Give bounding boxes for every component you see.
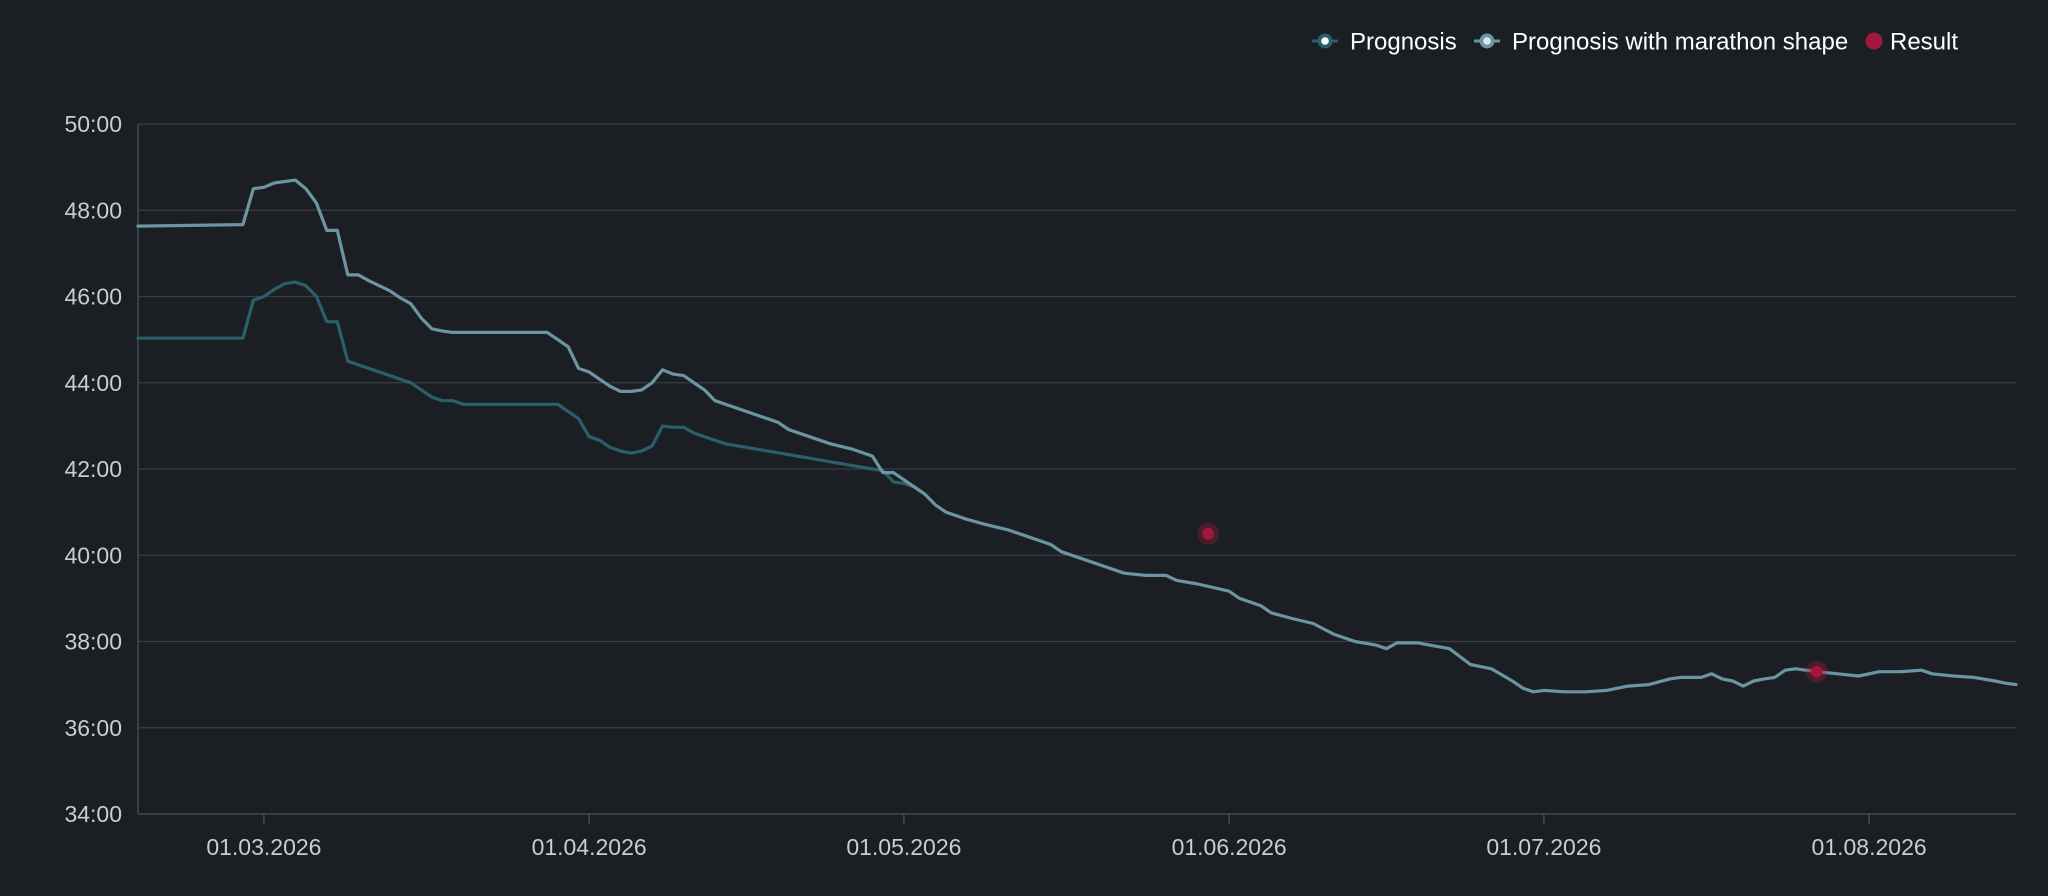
series-line-prognosis-marathon-shape: [136, 178, 2018, 694]
result-point-dot: [1202, 527, 1215, 540]
prognosis-legend-icon-center: [1321, 37, 1329, 45]
y-tick-label: 40:00: [64, 542, 122, 568]
legend-item-result[interactable]: Result: [1865, 29, 1959, 56]
y-tick-label: 38:00: [64, 629, 122, 655]
legend-item-prognosis[interactable]: Prognosis: [1312, 29, 1457, 56]
y-tick-label: 50:00: [64, 111, 122, 137]
legend-label: Prognosis with marathon shape: [1512, 29, 1848, 56]
x-tick-label: 01.08.2026: [1812, 834, 1927, 860]
y-tick-label: 34:00: [64, 801, 122, 827]
result-point[interactable]: [1805, 660, 1828, 683]
result-point[interactable]: [1197, 522, 1220, 545]
x-tick-label: 01.07.2026: [1486, 834, 1601, 860]
x-tick-label: 01.06.2026: [1172, 834, 1287, 860]
axes: 34:00 36:00 38:00 40:00 42:00 44:00 46:00 48:00…: [64, 111, 1926, 860]
legend-item-prognosis-marathon-shape[interactable]: Prognosis with marathon shape: [1474, 29, 1848, 56]
y-tick-label: 44:00: [64, 370, 122, 396]
legend-label: Prognosis: [1350, 29, 1457, 56]
series-lines: [136, 178, 2018, 694]
series-line-prognosis: [136, 280, 927, 496]
y-tick-label: 36:00: [64, 715, 122, 741]
result-point-dot: [1810, 665, 1823, 678]
grid-lines: [138, 123, 2016, 815]
result-points: [1197, 522, 1828, 683]
legend: Prognosis Prognosis with marathon shape Re…: [1312, 29, 1958, 56]
y-tick-label: 42:00: [64, 456, 122, 482]
prognosis-marathon-legend-icon-center: [1483, 37, 1491, 45]
y-tick-label: 46:00: [64, 284, 122, 310]
y-tick-label: 48:00: [64, 197, 122, 223]
x-tick-label: 01.05.2026: [846, 834, 961, 860]
result-legend-icon: [1865, 32, 1883, 50]
x-tick-label: 01.04.2026: [532, 834, 647, 860]
legend-label: Result: [1890, 29, 1958, 56]
x-tick-label: 01.03.2026: [206, 834, 321, 860]
